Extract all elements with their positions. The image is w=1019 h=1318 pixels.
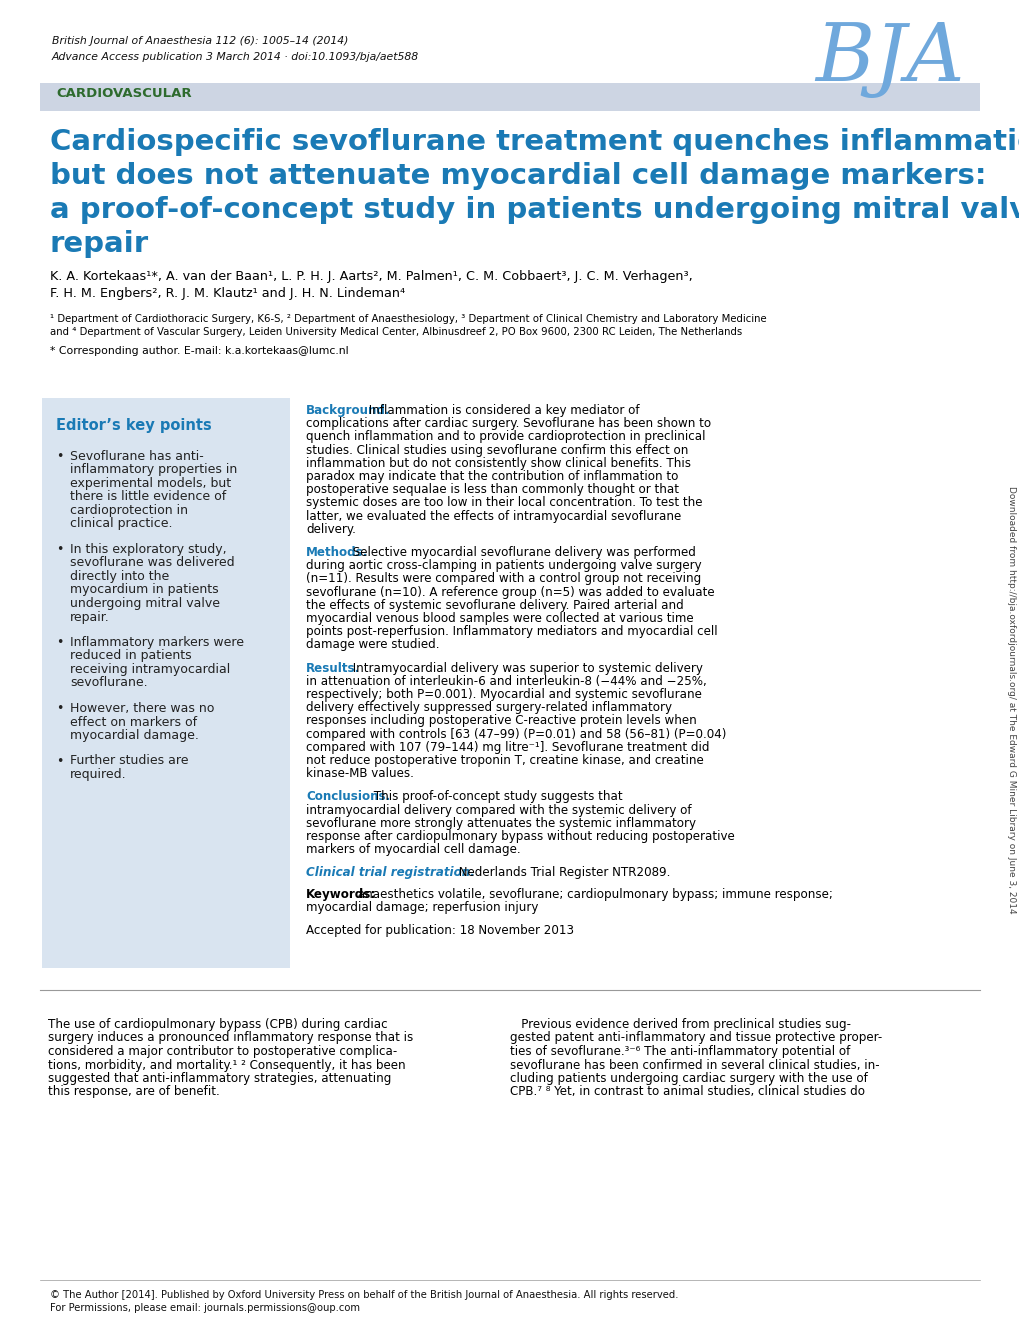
Text: However, there was no: However, there was no bbox=[70, 702, 214, 714]
Text: tions, morbidity, and mortality.¹ ² Consequently, it has been: tions, morbidity, and mortality.¹ ² Cons… bbox=[48, 1058, 406, 1072]
Text: latter, we evaluated the effects of intramyocardial sevoflurane: latter, we evaluated the effects of intr… bbox=[306, 510, 681, 523]
Text: © The Author [2014]. Published by Oxford University Press on behalf of the Briti: © The Author [2014]. Published by Oxford… bbox=[50, 1290, 678, 1300]
Text: cluding patients undergoing cardiac surgery with the use of: cluding patients undergoing cardiac surg… bbox=[510, 1072, 867, 1085]
Text: myocardial damage.: myocardial damage. bbox=[70, 729, 199, 742]
Text: anaesthetics volatile, sevoflurane; cardiopulmonary bypass; immune response;: anaesthetics volatile, sevoflurane; card… bbox=[354, 887, 833, 900]
Text: CPB.⁷ ⁸ Yet, in contrast to animal studies, clinical studies do: CPB.⁷ ⁸ Yet, in contrast to animal studi… bbox=[510, 1086, 864, 1098]
Text: damage were studied.: damage were studied. bbox=[306, 638, 439, 651]
Text: reduced in patients: reduced in patients bbox=[70, 650, 192, 663]
Text: Advance Access publication 3 March 2014 · doi:10.1093/bja/aet588: Advance Access publication 3 March 2014 … bbox=[52, 51, 419, 62]
Text: responses including postoperative C-reactive protein levels when: responses including postoperative C-reac… bbox=[306, 714, 696, 728]
Text: in attenuation of interleukin-6 and interleukin-8 (−44% and −25%,: in attenuation of interleukin-6 and inte… bbox=[306, 675, 706, 688]
Text: myocardial venous blood samples were collected at various time: myocardial venous blood samples were col… bbox=[306, 612, 693, 625]
Text: Inflammation is considered a key mediator of: Inflammation is considered a key mediato… bbox=[365, 405, 639, 416]
Text: cardioprotection in: cardioprotection in bbox=[70, 503, 187, 517]
Text: compared with 107 (79–144) mg litre⁻¹]. Sevoflurane treatment did: compared with 107 (79–144) mg litre⁻¹]. … bbox=[306, 741, 709, 754]
Text: ¹ Department of Cardiothoracic Surgery, K6-S, ² Department of Anaesthesiology, ³: ¹ Department of Cardiothoracic Surgery, … bbox=[50, 314, 766, 324]
Text: postoperative sequalae is less than commonly thought or that: postoperative sequalae is less than comm… bbox=[306, 484, 679, 496]
Text: the effects of systemic sevoflurane delivery. Paired arterial and: the effects of systemic sevoflurane deli… bbox=[306, 598, 683, 612]
Text: intramyocardial delivery compared with the systemic delivery of: intramyocardial delivery compared with t… bbox=[306, 804, 691, 817]
Text: * Corresponding author. E-mail: k.a.kortekaas@lumc.nl: * Corresponding author. E-mail: k.a.kort… bbox=[50, 347, 348, 356]
Text: surgery induces a pronounced inflammatory response that is: surgery induces a pronounced inflammator… bbox=[48, 1032, 413, 1044]
Text: The use of cardiopulmonary bypass (CPB) during cardiac: The use of cardiopulmonary bypass (CPB) … bbox=[48, 1017, 387, 1031]
Text: systemic doses are too low in their local concentration. To test the: systemic doses are too low in their loca… bbox=[306, 497, 702, 509]
Text: This proof-of-concept study suggests that: This proof-of-concept study suggests tha… bbox=[370, 791, 622, 804]
Text: studies. Clinical studies using sevoflurane confirm this effect on: studies. Clinical studies using sevoflur… bbox=[306, 444, 688, 456]
Text: receiving intramyocardial: receiving intramyocardial bbox=[70, 663, 230, 676]
Text: suggested that anti-inflammatory strategies, attenuating: suggested that anti-inflammatory strateg… bbox=[48, 1072, 391, 1085]
Text: delivery.: delivery. bbox=[306, 523, 356, 536]
Text: sevoflurane (n=10). A reference group (n=5) was added to evaluate: sevoflurane (n=10). A reference group (n… bbox=[306, 585, 714, 598]
Text: but does not attenuate myocardial cell damage markers:: but does not attenuate myocardial cell d… bbox=[50, 162, 985, 190]
Text: clinical practice.: clinical practice. bbox=[70, 518, 172, 531]
Text: undergoing mitral valve: undergoing mitral valve bbox=[70, 597, 220, 610]
Text: Results.: Results. bbox=[306, 662, 360, 675]
Text: (n=11). Results were compared with a control group not receiving: (n=11). Results were compared with a con… bbox=[306, 572, 701, 585]
Text: Inflammatory markers were: Inflammatory markers were bbox=[70, 637, 244, 648]
Text: Background.: Background. bbox=[306, 405, 390, 416]
Text: sevoflurane was delivered: sevoflurane was delivered bbox=[70, 556, 234, 569]
Text: respectively; both P=0.001). Myocardial and systemic sevoflurane: respectively; both P=0.001). Myocardial … bbox=[306, 688, 701, 701]
Text: response after cardiopulmonary bypass without reducing postoperative: response after cardiopulmonary bypass wi… bbox=[306, 830, 734, 844]
Text: Downloaded from http://bja.oxfordjournals.org/ at The Edward G Miner Library on : Downloaded from http://bja.oxfordjournal… bbox=[1007, 486, 1016, 913]
Text: not reduce postoperative troponin T, creatine kinase, and creatine: not reduce postoperative troponin T, cre… bbox=[306, 754, 703, 767]
Text: considered a major contributor to postoperative complica-: considered a major contributor to postop… bbox=[48, 1045, 396, 1058]
Text: British Journal of Anaesthesia 112 (6): 1005–14 (2014): British Journal of Anaesthesia 112 (6): … bbox=[52, 36, 348, 46]
Text: sevoflurane more strongly attenuates the systemic inflammatory: sevoflurane more strongly attenuates the… bbox=[306, 817, 695, 830]
Text: myocardium in patients: myocardium in patients bbox=[70, 584, 218, 597]
Text: Keywords:: Keywords: bbox=[306, 887, 376, 900]
Text: Sevoflurane has anti-: Sevoflurane has anti- bbox=[70, 449, 204, 463]
Text: repair.: repair. bbox=[70, 610, 110, 623]
Text: inflammation but do not consistently show clinical benefits. This: inflammation but do not consistently sho… bbox=[306, 457, 690, 469]
Text: repair: repair bbox=[50, 231, 149, 258]
Text: this response, are of benefit.: this response, are of benefit. bbox=[48, 1086, 219, 1098]
Text: delivery effectively suppressed surgery-related inflammatory: delivery effectively suppressed surgery-… bbox=[306, 701, 672, 714]
Text: a proof-of-concept study in patients undergoing mitral valve: a proof-of-concept study in patients und… bbox=[50, 196, 1019, 224]
Text: •: • bbox=[56, 543, 63, 556]
Text: and ⁴ Department of Vascular Surgery, Leiden University Medical Center, Albinusd: and ⁴ Department of Vascular Surgery, Le… bbox=[50, 327, 742, 337]
Text: F. H. M. Engbers², R. J. M. Klautz¹ and J. H. N. Lindeman⁴: F. H. M. Engbers², R. J. M. Klautz¹ and … bbox=[50, 287, 405, 301]
Text: Clinical trial registration.: Clinical trial registration. bbox=[306, 866, 474, 879]
Text: points post-reperfusion. Inflammatory mediators and myocardial cell: points post-reperfusion. Inflammatory me… bbox=[306, 625, 717, 638]
Text: directly into the: directly into the bbox=[70, 569, 169, 583]
Text: quench inflammation and to provide cardioprotection in preclinical: quench inflammation and to provide cardi… bbox=[306, 431, 705, 443]
Text: Nederlands Trial Register NTR2089.: Nederlands Trial Register NTR2089. bbox=[454, 866, 671, 879]
Text: kinase-MB values.: kinase-MB values. bbox=[306, 767, 414, 780]
Text: paradox may indicate that the contribution of inflammation to: paradox may indicate that the contributi… bbox=[306, 471, 678, 482]
Text: K. A. Kortekaas¹*, A. van der Baan¹, L. P. H. J. Aarts², M. Palmen¹, C. M. Cobba: K. A. Kortekaas¹*, A. van der Baan¹, L. … bbox=[50, 270, 692, 283]
FancyBboxPatch shape bbox=[40, 83, 979, 111]
Text: •: • bbox=[56, 637, 63, 648]
Text: BJA: BJA bbox=[815, 20, 964, 98]
Text: Further studies are: Further studies are bbox=[70, 754, 189, 767]
Text: complications after cardiac surgery. Sevoflurane has been shown to: complications after cardiac surgery. Sev… bbox=[306, 418, 710, 430]
Text: Accepted for publication: 18 November 2013: Accepted for publication: 18 November 20… bbox=[306, 924, 574, 937]
Text: Selective myocardial sevoflurane delivery was performed: Selective myocardial sevoflurane deliver… bbox=[348, 546, 695, 559]
Text: Intramyocardial delivery was superior to systemic delivery: Intramyocardial delivery was superior to… bbox=[348, 662, 702, 675]
Text: Methods.: Methods. bbox=[306, 546, 368, 559]
Text: For Permissions, please email: journals.permissions@oup.com: For Permissions, please email: journals.… bbox=[50, 1304, 360, 1313]
Text: there is little evidence of: there is little evidence of bbox=[70, 490, 226, 503]
Text: •: • bbox=[56, 754, 63, 767]
FancyBboxPatch shape bbox=[42, 398, 289, 967]
Text: compared with controls [63 (47–99) (P=0.01) and 58 (56–81) (P=0.04): compared with controls [63 (47–99) (P=0.… bbox=[306, 728, 726, 741]
Text: Cardiospecific sevoflurane treatment quenches inflammation: Cardiospecific sevoflurane treatment que… bbox=[50, 128, 1019, 156]
Text: effect on markers of: effect on markers of bbox=[70, 716, 197, 729]
Text: gested patent anti-inflammatory and tissue protective proper-: gested patent anti-inflammatory and tiss… bbox=[510, 1032, 881, 1044]
Text: sevoflurane.: sevoflurane. bbox=[70, 676, 148, 689]
Text: sevoflurane has been confirmed in several clinical studies, in-: sevoflurane has been confirmed in severa… bbox=[510, 1058, 878, 1072]
Text: CARDIOVASCULAR: CARDIOVASCULAR bbox=[56, 87, 192, 100]
Text: In this exploratory study,: In this exploratory study, bbox=[70, 543, 226, 556]
Text: experimental models, but: experimental models, but bbox=[70, 477, 231, 490]
Text: ties of sevoflurane.³⁻⁶ The anti-inflammatory potential of: ties of sevoflurane.³⁻⁶ The anti-inflamm… bbox=[510, 1045, 850, 1058]
Text: Previous evidence derived from preclinical studies sug-: Previous evidence derived from preclinic… bbox=[510, 1017, 850, 1031]
Text: Conclusions.: Conclusions. bbox=[306, 791, 390, 804]
Text: •: • bbox=[56, 702, 63, 714]
Text: required.: required. bbox=[70, 768, 126, 782]
Text: markers of myocardial cell damage.: markers of myocardial cell damage. bbox=[306, 844, 520, 857]
Text: during aortic cross-clamping in patients undergoing valve surgery: during aortic cross-clamping in patients… bbox=[306, 559, 701, 572]
Text: myocardial damage; reperfusion injury: myocardial damage; reperfusion injury bbox=[306, 900, 538, 913]
Text: Editor’s key points: Editor’s key points bbox=[56, 418, 212, 434]
Text: •: • bbox=[56, 449, 63, 463]
Text: inflammatory properties in: inflammatory properties in bbox=[70, 464, 237, 477]
